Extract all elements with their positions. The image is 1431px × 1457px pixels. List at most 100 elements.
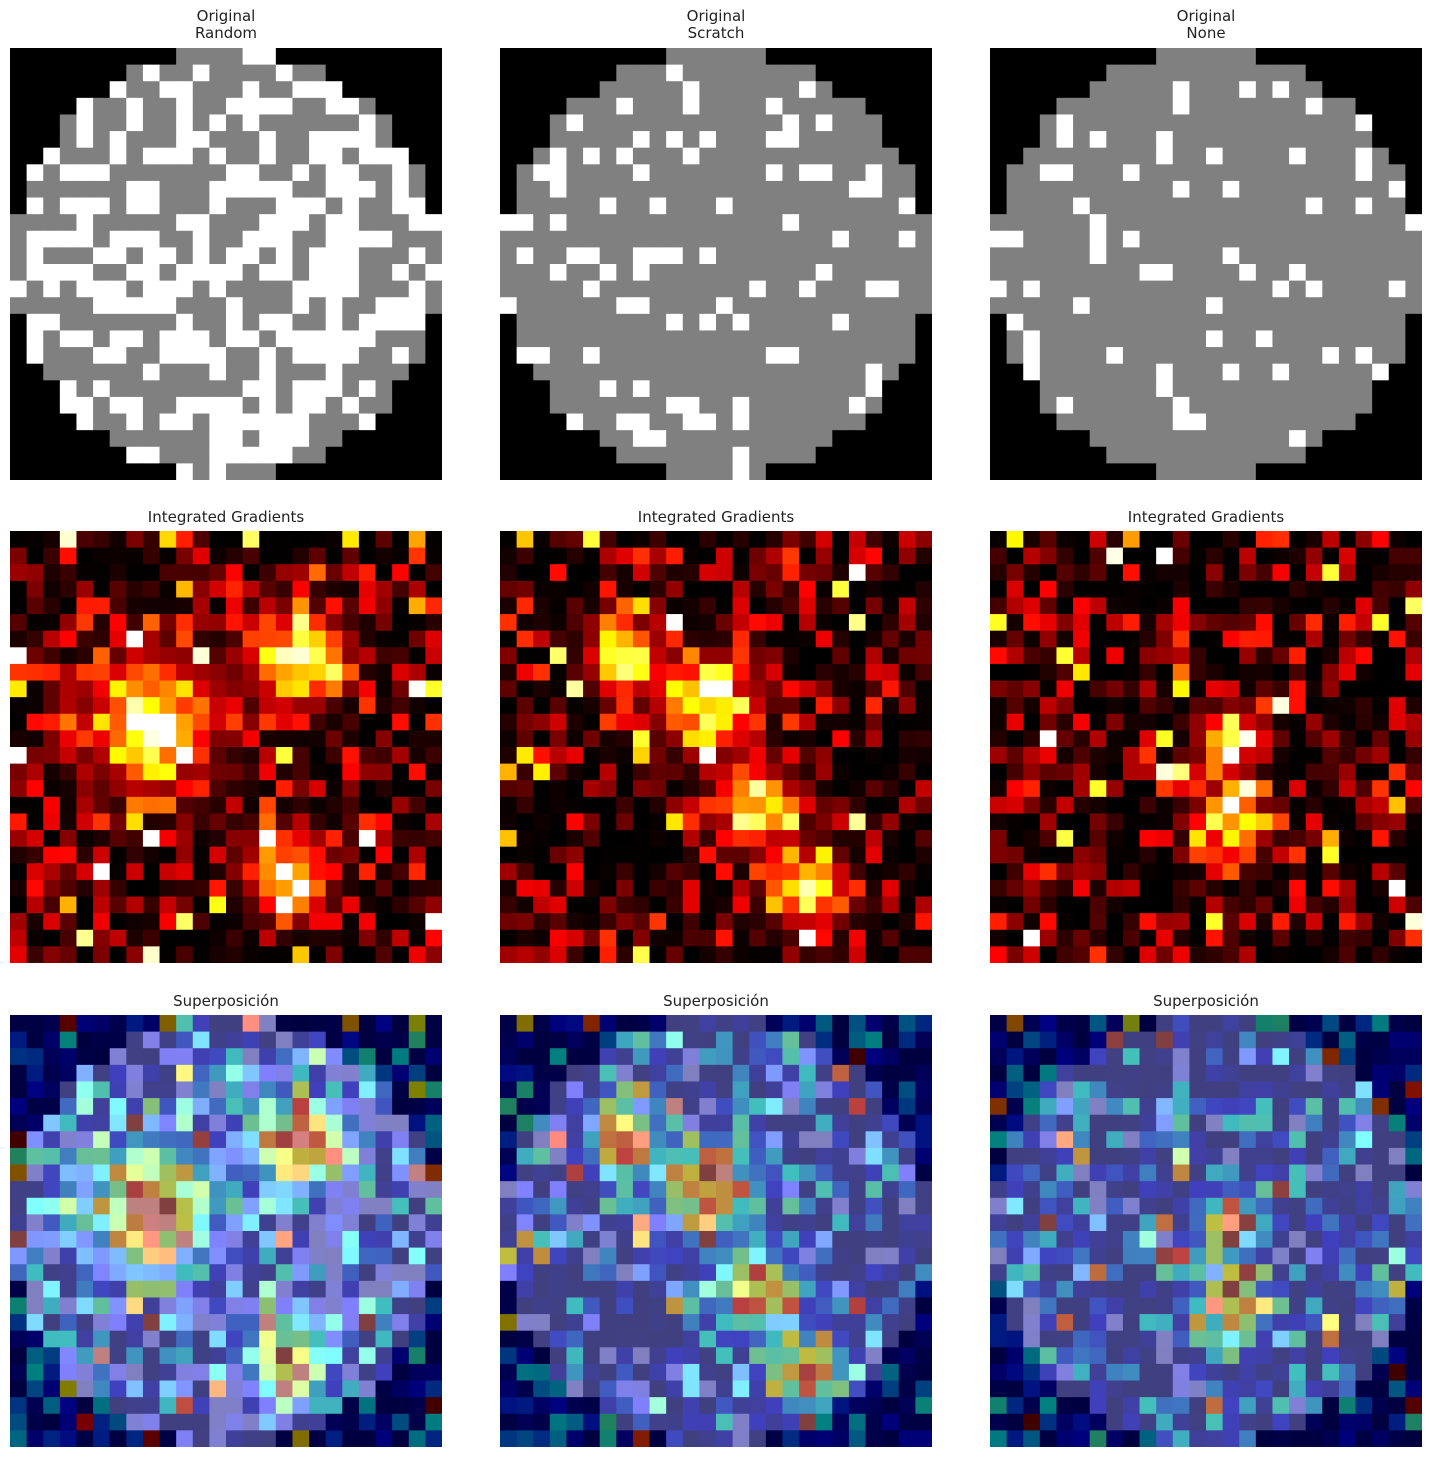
heatmap-cell [1106,463,1124,480]
heatmap-cell [142,580,161,599]
heatmap-cell [1272,396,1290,415]
heatmap-cell [749,147,767,165]
heatmap-cell [425,114,442,132]
heatmap-cell [242,1330,260,1348]
heatmap-cell [749,1098,767,1116]
heatmap-cell [259,347,277,365]
heatmap-cell [1206,763,1224,781]
heatmap-cell [799,946,817,963]
heatmap-cell [583,264,601,282]
heatmap-cell [699,131,717,149]
heatmap-cell [865,929,883,947]
heatmap-cell [599,446,617,464]
heatmap-cell [43,1314,61,1332]
heatmap-cell [915,896,932,914]
heatmap-cell [408,1430,426,1447]
heatmap-cell [408,1397,426,1415]
heatmap-cell [649,64,667,82]
heatmap-cell [342,214,360,232]
heatmap-cell [126,297,144,315]
heatmap-cell [865,1098,883,1116]
heatmap-cell [425,430,442,448]
heatmap-cell [93,380,111,398]
heatmap-cell [425,630,442,648]
heatmap-cell [1289,564,1307,582]
heatmap-cell [1322,297,1340,315]
heatmap-cell [342,1430,360,1447]
heatmap-cell [1139,946,1157,963]
heatmap-cell [1089,863,1107,881]
heatmap-cell [898,280,916,298]
heatmap-cell [716,1064,734,1083]
heatmap-cell [1156,630,1174,648]
heatmap-cell [549,547,568,565]
heatmap-cell [425,1280,442,1299]
heatmap-cell [325,1231,343,1249]
heatmap-cell [682,863,700,881]
heatmap-cell [566,197,584,215]
heatmap-cell [259,531,277,549]
heatmap-cell [1189,48,1207,66]
heatmap-cell [275,247,294,265]
heatmap-cell [632,780,651,798]
heatmap-cell [1106,846,1124,864]
heatmap-cell [309,1380,327,1398]
heatmap-cell [666,280,684,298]
heatmap-cell [599,1015,617,1033]
heatmap-cell [275,830,294,848]
heatmap-cell [1239,247,1257,265]
heatmap-cell [176,363,194,381]
heatmap-cell [815,1114,833,1132]
heatmap-cell [1338,813,1357,831]
heatmap-cell [259,1363,277,1382]
heatmap-cell [1189,347,1207,365]
heatmap-cell [815,347,833,365]
heatmap-cell [632,647,651,665]
heatmap-cell [1206,264,1224,282]
heatmap-cell [1056,913,1074,931]
heatmap-cell [392,230,410,248]
heatmap-cell [865,863,883,881]
heatmap-cell [259,1098,277,1116]
heatmap-cell [1172,663,1190,682]
heatmap-cell [865,614,883,632]
heatmap-cell [1388,564,1406,582]
heatmap-cell [10,1114,28,1132]
heatmap-cell [749,1064,767,1083]
heatmap-cell [209,164,227,182]
heatmap-cell [1355,330,1373,348]
heatmap-cell [1355,313,1373,332]
heatmap-cell [1239,730,1257,748]
heatmap-cell [1139,614,1157,632]
heatmap-cell [549,247,568,265]
heatmap-cell [898,64,916,82]
heatmap-cell [76,131,94,149]
heatmap-cell [1405,863,1422,881]
heatmap-cell [1239,547,1257,565]
heatmap-cell [1222,64,1240,82]
heatmap-cell [1106,680,1124,698]
heatmap-cell [990,946,1008,963]
heatmap-cell [666,713,684,731]
heatmap-cell [325,280,343,298]
heatmap-cell [1189,81,1207,99]
heatmap-cell [425,1231,442,1249]
heatmap-cell [1388,879,1406,898]
heatmap-cell [358,180,377,199]
heatmap-cell [375,1081,393,1099]
heatmap-cell [782,780,800,798]
heatmap-cell [616,430,634,448]
heatmap-cell [392,846,410,864]
heatmap-cell [616,547,634,565]
heatmap-cell [1289,647,1307,665]
heatmap-cell [566,763,584,781]
heatmap-cell [1272,597,1290,615]
heatmap-cell [59,663,78,682]
heatmap-cell [749,1081,767,1099]
heatmap-cell [192,780,210,798]
heatmap-cell [716,1147,734,1166]
heatmap-cell [1206,946,1224,963]
heatmap-cell [408,264,426,282]
heatmap-cell [159,230,177,248]
heatmap-cell [242,1131,260,1149]
